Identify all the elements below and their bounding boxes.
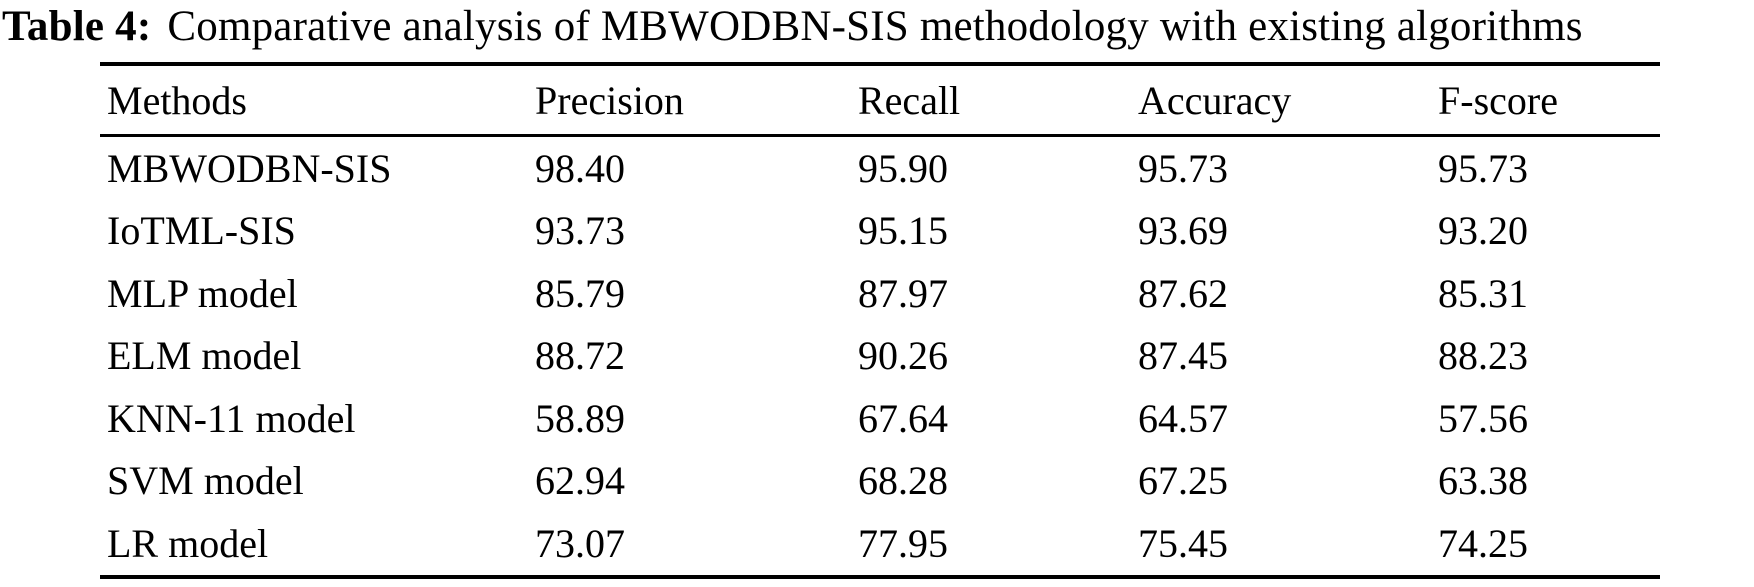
value-cell: 90.26 <box>858 333 948 379</box>
value-cell: 73.07 <box>535 512 858 579</box>
value-cell: 88.23 <box>1438 333 1528 379</box>
value-cell: 68.28 <box>858 458 948 504</box>
method-cell: ELM model <box>107 333 302 379</box>
caption-text: Comparative analysis of MBWODBN-SIS meth… <box>167 3 1583 50</box>
value-cell: 93.20 <box>1438 208 1528 254</box>
value-cell: 95.15 <box>858 208 948 254</box>
value-cell: 93.69 <box>1138 208 1228 254</box>
value-cell: 64.57 <box>1138 395 1228 441</box>
method-cell: LR model <box>100 512 535 579</box>
value-cell: 62.94 <box>535 458 625 504</box>
table-row: KNN-11 model 58.89 67.64 64.57 57.56 <box>100 387 1660 450</box>
value-cell: 77.95 <box>858 512 1138 579</box>
value-cell: 87.97 <box>858 270 948 316</box>
column-header-accuracy: Accuracy <box>1138 62 1438 137</box>
table-row: MBWODBN-SIS 98.40 95.90 95.73 95.73 <box>100 136 1660 200</box>
value-cell: 74.25 <box>1438 512 1660 579</box>
value-cell: 63.38 <box>1438 458 1528 504</box>
value-cell: 57.56 <box>1438 395 1528 441</box>
value-cell: 85.79 <box>535 270 625 316</box>
value-cell: 85.31 <box>1438 270 1528 316</box>
table-header: Methods Precision Recall Accuracy F-scor… <box>100 62 1660 137</box>
table-row: LR model 73.07 77.95 75.45 74.25 <box>100 512 1660 579</box>
table-body: MBWODBN-SIS 98.40 95.90 95.73 95.73 IoTM… <box>100 136 1660 579</box>
value-cell: 93.73 <box>535 208 625 254</box>
value-cell: 95.90 <box>858 145 948 191</box>
column-header-recall: Recall <box>858 62 1138 137</box>
value-cell: 67.64 <box>858 395 948 441</box>
table-row: IoTML-SIS 93.73 95.15 93.69 93.20 <box>100 200 1660 263</box>
value-cell: 95.73 <box>1138 145 1228 191</box>
method-cell: KNN-11 model <box>107 395 356 441</box>
value-cell: 95.73 <box>1438 145 1528 191</box>
value-cell: 75.45 <box>1138 512 1438 579</box>
table-row: ELM model 88.72 90.26 87.45 88.23 <box>100 325 1660 388</box>
header-row: Methods Precision Recall Accuracy F-scor… <box>100 62 1660 137</box>
value-cell: 98.40 <box>535 145 625 191</box>
caption-label: Table 4: <box>2 3 152 50</box>
comparative-analysis-table: Methods Precision Recall Accuracy F-scor… <box>100 62 1660 579</box>
method-cell: IoTML-SIS <box>107 208 296 254</box>
column-header-fscore: F-score <box>1438 62 1660 137</box>
method-cell: SVM model <box>107 458 304 504</box>
table-caption: Table 4: Comparative analysis of MBWODBN-… <box>2 2 1583 51</box>
value-cell: 88.72 <box>535 333 625 379</box>
method-cell: MBWODBN-SIS <box>107 145 392 191</box>
value-cell: 87.62 <box>1138 270 1228 316</box>
value-cell: 67.25 <box>1138 458 1228 504</box>
table-row: MLP model 85.79 87.97 87.62 85.31 <box>100 262 1660 325</box>
table-row: SVM model 62.94 68.28 67.25 63.38 <box>100 450 1660 513</box>
column-header-methods: Methods <box>100 62 535 137</box>
method-cell: MLP model <box>107 270 298 316</box>
column-header-precision: Precision <box>535 62 858 137</box>
value-cell: 87.45 <box>1138 333 1228 379</box>
value-cell: 58.89 <box>535 395 625 441</box>
